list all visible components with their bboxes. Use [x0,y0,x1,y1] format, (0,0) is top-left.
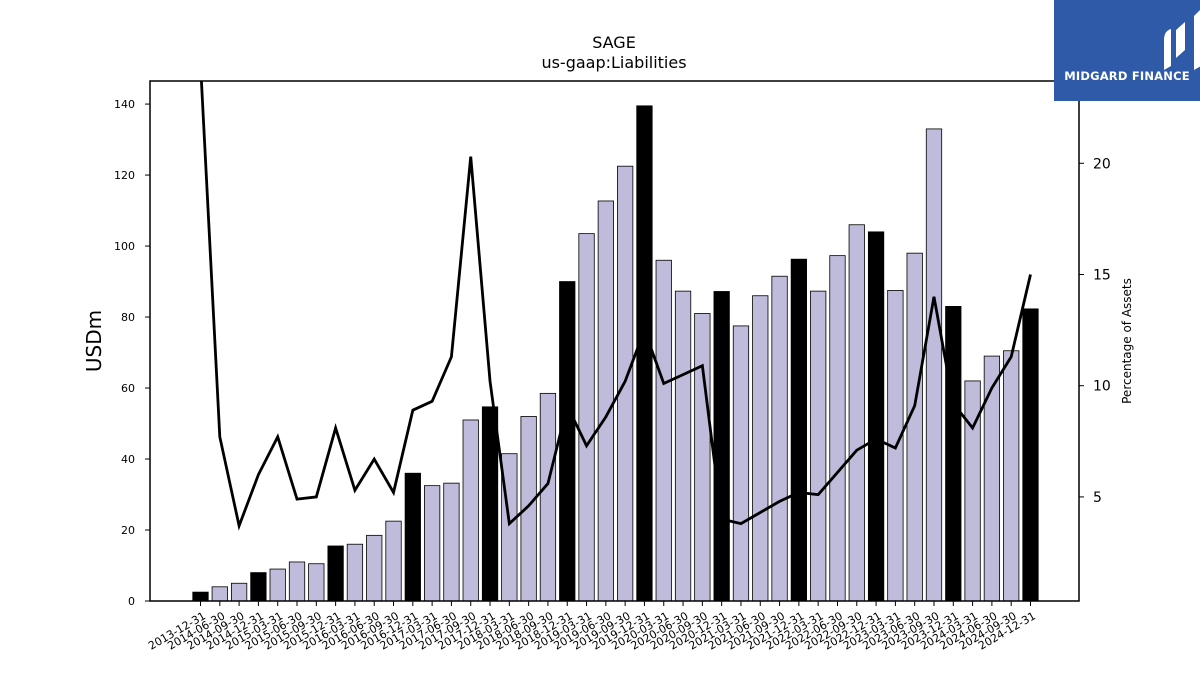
bar-2013-12-31 [192,591,209,602]
bar-2018-09-30 [539,392,557,602]
bar-2019-06-30 [597,200,614,602]
bar-2021-12-31 [790,258,807,602]
bar-2022-03-31 [810,290,827,602]
chart-subtitle: us-gaap:Liabilities [541,53,686,72]
logo-text: MIDGARD FINANCE [1064,69,1190,83]
bar-2014-12-31 [250,572,267,602]
bar-2017-09-30 [462,419,479,602]
y-tick-label: 80 [121,311,135,324]
bar-2015-03-31 [269,568,286,602]
bar-2018-06-30 [520,416,537,602]
bar-2016-09-30 [385,520,402,602]
y-tick-label: 100 [114,240,135,253]
midgard-finance-logo: MIDGARD FINANCE [1054,0,1200,101]
bar-2017-12-31 [481,406,499,602]
y2-tick-label: 15 [1093,267,1111,283]
bar-2017-06-30 [443,482,460,602]
logo-mark-icon [1164,10,1200,70]
bar-2021-09-30 [771,275,788,602]
y-tick-label: 140 [114,98,135,111]
y2-tick-label: 10 [1093,379,1111,395]
bar-2016-12-31 [404,472,421,602]
bar-2015-09-30 [308,563,325,602]
bar-2021-03-31 [732,325,750,602]
y-axis-label: USDm [82,310,106,372]
y-tick-label: 0 [128,595,135,608]
bar-2022-12-31 [867,231,885,602]
bar-2020-03-31 [655,259,672,602]
bar-series [192,105,1039,602]
bar-2014-06-30 [211,586,228,602]
y-tick-label: 120 [114,169,135,182]
bar-2023-09-30 [925,128,943,602]
bar-2024-12-31 [1022,308,1039,602]
bar-2014-09-30 [230,582,248,602]
line-series [200,81,1032,531]
bar-2024-06-30 [983,355,1001,602]
percentage-of-assets-line [200,81,1032,531]
bar-2022-09-30 [848,224,865,602]
bar-2021-06-30 [752,295,769,602]
bar-2018-12-31 [559,281,576,602]
y-tick-label: 60 [121,382,135,395]
bar-2020-06-30 [674,290,692,602]
plot-frame [149,80,1080,602]
bar-2019-03-31 [578,233,595,602]
bar-2020-12-31 [713,291,730,602]
bar-2016-03-31 [346,543,364,602]
bar-2022-06-30 [829,255,846,602]
bar-2017-03-31 [424,485,441,602]
y-tick-label: 20 [121,524,135,537]
bar-2023-12-31 [945,305,962,602]
bar-2015-12-31 [327,545,344,602]
y2-tick-label: 20 [1093,156,1111,172]
y2-axis-label: Percentage of Assets [1120,278,1134,404]
y-axis-ticks: 0 20 40 60 80 100 120 140 [114,98,150,608]
bar-2016-06-30 [366,534,383,602]
y2-tick-label: 5 [1093,490,1102,506]
bar-2023-06-30 [906,252,923,602]
bar-2015-06-30 [288,561,306,602]
chart-title: SAGE [592,33,636,52]
x-axis-ticks: 2013-12-312014-06-302014-09-302014-12-31… [146,601,1038,653]
y2-axis-ticks: 5 10 15 20 [1079,156,1111,506]
bar-2020-09-30 [694,313,711,602]
bar-2024-09-30 [1003,350,1020,602]
y-tick-label: 40 [121,453,135,466]
bar-2019-12-31 [636,105,653,602]
